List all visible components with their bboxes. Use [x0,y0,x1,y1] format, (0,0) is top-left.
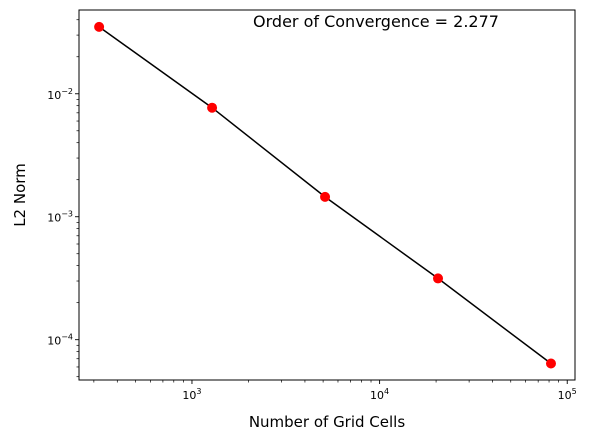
plot-frame [78,9,576,381]
major-ticks: 103 104 105 10−4 10−3 10−2 [47,87,577,402]
x-axis-title: Number of Grid Cells [249,413,406,431]
data-point-marker [94,21,105,32]
y-tick-label: 10−3 [47,210,73,225]
x-tick-label: 104 [370,387,389,402]
y-axis-title: L2 Norm [11,163,29,227]
x-tick-label: 105 [558,387,577,402]
data-point-marker [207,102,218,113]
order-of-convergence-annotation: Order of Convergence = 2.277 [253,12,499,31]
y-tick-label: 10−2 [47,87,73,102]
y-tick-label: 10−4 [47,333,73,348]
data-point-marker [433,273,444,284]
x-tick-label: 103 [182,387,201,402]
series-layer [94,21,556,369]
data-point-marker [545,358,556,369]
data-point-marker [320,191,331,202]
